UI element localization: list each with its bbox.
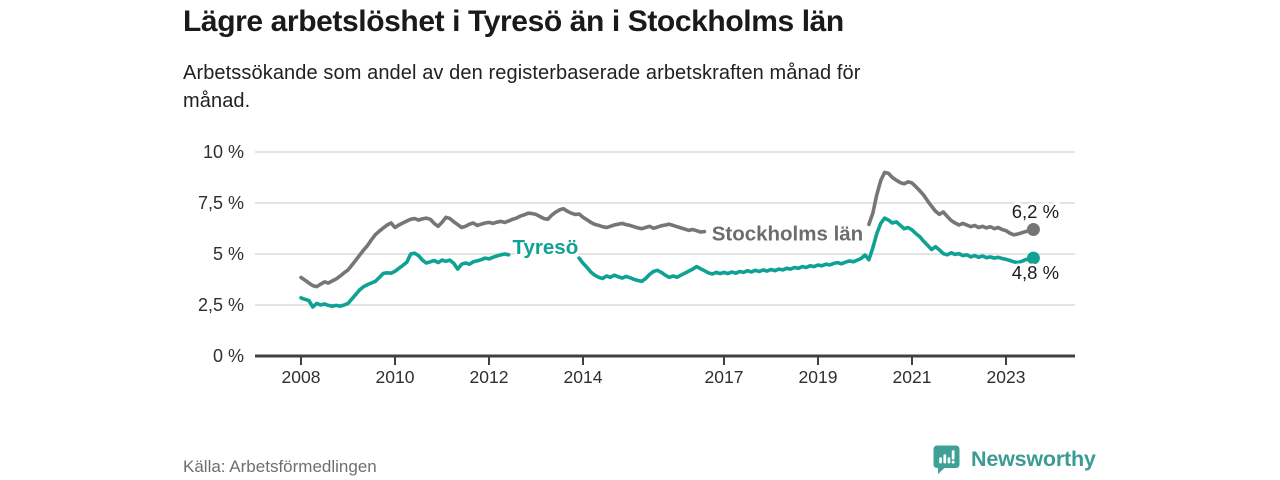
end-label-tyres-: 4,8 %	[1012, 262, 1059, 283]
newsworthy-logo-text: Newsworthy	[971, 447, 1096, 471]
series-line-stockholms-l-n-1	[299, 206, 707, 289]
x-tick-label-2010: 2010	[376, 367, 415, 387]
y-tick-label-7.5: 7,5 %	[198, 193, 244, 213]
source-note: Källa: Arbetsförmedlingen	[183, 457, 377, 476]
x-tick-label-2017: 2017	[705, 367, 744, 387]
x-tick-label-2008: 2008	[282, 367, 321, 387]
y-tick-label-2.5: 2,5 %	[198, 295, 244, 315]
end-dot-stockholms-l-n	[1026, 223, 1040, 237]
series-label-stockholms-l-n: Stockholms län	[712, 223, 864, 246]
y-tick-label-10: 10 %	[203, 142, 244, 162]
end-label-stockholms-l-n: 6,2 %	[1012, 201, 1059, 222]
series-line-tyres--1	[299, 251, 511, 309]
x-tick-label-2012: 2012	[470, 367, 509, 387]
newsworthy-logo-icon	[933, 445, 960, 474]
newsworthy-logo: Newsworthy	[932, 444, 1096, 475]
series-label-tyres-: Tyresö	[513, 236, 579, 259]
chart-subtitle-line-1: Arbetssökande som andel av den registerb…	[183, 62, 861, 84]
x-tick-label-2014: 2014	[564, 367, 603, 387]
x-tick-label-2023: 2023	[987, 367, 1026, 387]
chart-subtitle-line-2: månad.	[183, 90, 251, 112]
y-tick-label-5: 5 %	[213, 244, 244, 264]
series-line-tyres--2	[577, 216, 1036, 284]
x-tick-label-2021: 2021	[893, 367, 932, 387]
x-tick-label-2019: 2019	[799, 367, 838, 387]
y-tick-label-0: 0 %	[213, 346, 244, 366]
chart-subtitle: Arbetssökande som andel av den registerb…	[183, 59, 861, 115]
end-dot-tyres-	[1026, 251, 1040, 265]
series-line-stockholms-l-n-2	[867, 170, 1036, 237]
chart-title: Lägre arbetslöshet i Tyresö än i Stockho…	[183, 5, 844, 38]
